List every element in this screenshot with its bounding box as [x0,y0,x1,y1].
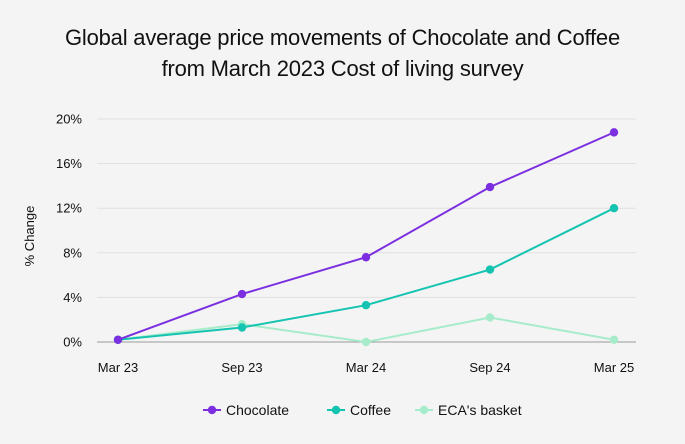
series-coffee [113,204,619,344]
x-tick-label: Mar 24 [346,360,386,375]
data-point [485,265,495,274]
data-point [609,335,619,344]
y-axis-title: % Change [22,206,37,267]
series-chocolate [113,128,619,344]
data-point [237,323,247,332]
x-tick-label: Sep 23 [221,360,262,375]
legend-label: ECA's basket [438,402,522,418]
data-point [361,301,371,310]
legend-swatch-marker [419,405,429,415]
x-tick-label: Mar 25 [594,360,634,375]
series-line [117,207,615,341]
y-axis-ticks: 0% 4% 8% 12% 16% 20% [56,112,82,350]
y-tick-label: 8% [63,245,82,260]
series-eca-s-basket [113,313,619,347]
y-tick-label: 12% [56,201,82,216]
x-axis-ticks: Mar 23 Sep 23 Mar 24 Sep 24 Mar 25 [98,360,634,375]
x-tick-label: Mar 23 [98,360,138,375]
y-tick-label: 20% [56,112,82,127]
legend-item: ECA's basket [415,402,522,418]
chart-subtitle: from March 2023 Cost of living survey [161,56,524,81]
data-point [485,182,495,192]
x-tick-label: Sep 24 [469,360,510,375]
data-point [485,313,495,322]
data-point [113,335,123,344]
legend-label: Coffee [350,402,391,418]
chart-title-block: Global average price movements of Chocol… [0,22,685,84]
series-group [113,128,619,347]
data-point [361,337,371,347]
data-point [361,253,371,262]
chart-title: Global average price movements of Chocol… [64,25,620,50]
y-tick-label: 0% [63,335,82,350]
legend-swatch-marker [331,405,341,415]
legend-item: Coffee [327,402,391,418]
data-point [609,128,619,137]
data-point [609,204,619,213]
legend-item: Chocolate [203,402,289,418]
data-point [237,289,247,299]
legend-swatch-marker [207,405,217,415]
legend-label: Chocolate [226,402,289,418]
y-tick-label: 4% [63,290,82,305]
legend: Chocolate Coffee ECA's basket [203,402,522,418]
y-tick-label: 16% [56,156,82,171]
